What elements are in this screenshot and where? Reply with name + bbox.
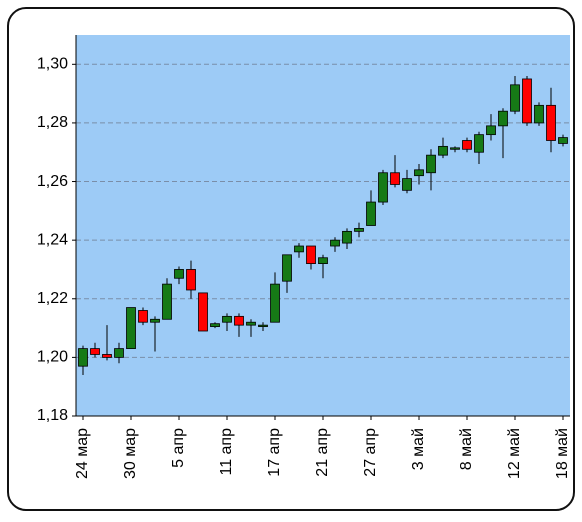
candle-body — [474, 134, 484, 153]
x-tick-label: 27 апр — [362, 428, 379, 477]
candle-body — [258, 324, 268, 328]
candle-body — [282, 254, 292, 282]
x-tick-label: 12 май — [506, 428, 523, 479]
candle-body — [90, 348, 100, 355]
candle-body — [366, 201, 376, 226]
candle-body — [426, 154, 436, 174]
x-tick-label: 8 май — [458, 428, 475, 470]
y-tick-label: 1,28 — [37, 114, 68, 131]
x-tick-label: 17 апр — [266, 428, 283, 477]
candle-body — [486, 125, 496, 136]
y-tick-label: 1,18 — [37, 407, 68, 424]
candle-body — [342, 230, 352, 244]
candle-body — [510, 84, 520, 112]
x-tick-label: 3 май — [410, 428, 427, 470]
candle-body — [438, 145, 448, 156]
candle-body — [450, 147, 460, 150]
y-tick-label: 1,24 — [37, 231, 68, 248]
candle-body — [306, 245, 316, 264]
candle-body — [102, 354, 112, 358]
candle-body — [198, 292, 208, 332]
x-tick-label: 24 мар — [74, 428, 91, 479]
y-tick-label: 1,26 — [37, 173, 68, 190]
candle-body — [390, 172, 400, 185]
candle-body — [162, 283, 172, 320]
candle-body — [126, 307, 136, 349]
candle-body — [186, 269, 196, 291]
x-tick-label: 11 апр — [218, 428, 235, 476]
x-tick-label: 18 май — [554, 428, 571, 479]
candle-body — [414, 169, 424, 177]
candle-body — [318, 257, 328, 265]
candle-body — [246, 321, 256, 326]
candle-body — [270, 283, 280, 323]
candle-body — [558, 137, 568, 144]
candle-body — [78, 348, 88, 367]
y-tick-label: 1,30 — [37, 56, 68, 73]
candle-body — [402, 178, 412, 191]
x-tick-label: 5 апр — [170, 428, 187, 468]
candle-body — [174, 269, 184, 279]
candle-body — [354, 228, 364, 232]
candle-body — [222, 315, 232, 323]
candle-body — [498, 110, 508, 127]
y-tick-label: 1,22 — [37, 290, 68, 307]
candle-body — [210, 323, 220, 328]
candle-body — [150, 318, 160, 323]
candle-body — [138, 310, 148, 323]
candle-body — [522, 78, 532, 124]
candle-body — [294, 245, 304, 253]
candle-body — [378, 172, 388, 203]
candle-body — [330, 239, 340, 247]
x-tick-label: 21 апр — [314, 428, 331, 477]
y-tick-label: 1,20 — [37, 349, 68, 366]
candle-body — [114, 348, 124, 358]
candle-body — [462, 140, 472, 150]
x-tick-label: 30 мар — [122, 428, 139, 479]
candle-body — [234, 315, 244, 326]
plot-area — [76, 35, 570, 416]
candle-body — [534, 104, 544, 124]
candle-body — [546, 104, 556, 141]
